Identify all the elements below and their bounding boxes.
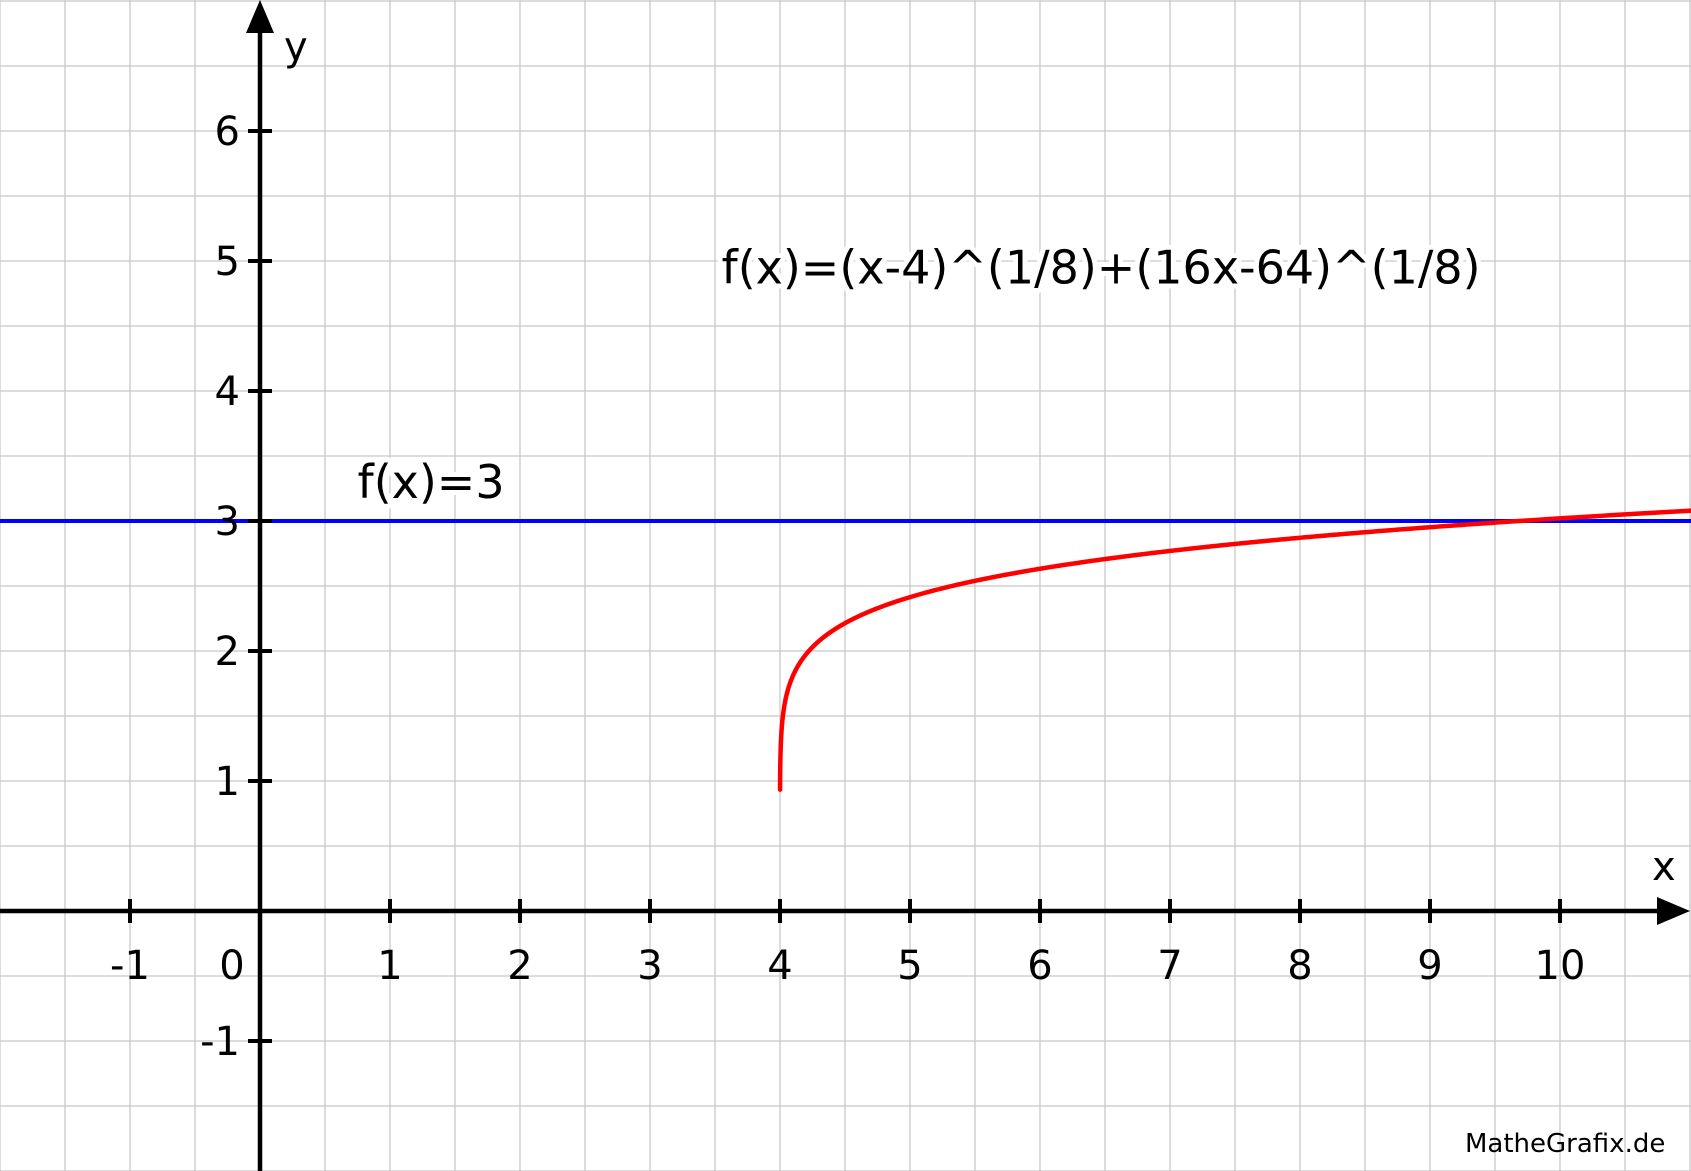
y-tick-label: 2 (215, 629, 240, 675)
watermark: MatheGrafix.de (1465, 1129, 1665, 1159)
curves (0, 508, 1691, 792)
x-tick-label: 6 (1027, 943, 1052, 989)
annotation-label: f(x)=(x-4)^(1/8)+(16x-64)^(1/8) (722, 241, 1481, 295)
y-tick-label: 3 (215, 499, 240, 545)
y-tick-label: -1 (200, 1019, 240, 1065)
annotation-label: f(x)=3 (358, 455, 505, 509)
x-tick-label: -1 (110, 943, 150, 989)
annotations: f(x)=(x-4)^(1/8)+(16x-64)^(1/8) f(x)=3 (353, 236, 1486, 515)
x-tick-label: 5 (897, 943, 922, 989)
x-tick-label: 8 (1287, 943, 1312, 989)
x-tick-label: 0 (219, 943, 244, 989)
x-tick-label: 7 (1157, 943, 1182, 989)
y-tick-label: 4 (215, 369, 240, 415)
y-tick-label: 5 (215, 239, 240, 285)
x-tick-label: 3 (637, 943, 662, 989)
x-tick-label: 9 (1417, 943, 1442, 989)
y-axis-label: y (284, 24, 308, 70)
y-axis-arrow (246, 0, 274, 33)
x-tick-label: 4 (767, 943, 792, 989)
y-tick-label: 6 (215, 109, 240, 155)
y-tick-label: 1 (215, 759, 240, 805)
x-tick-label: 1 (377, 943, 402, 989)
series-line-curve (777, 508, 1691, 792)
x-tick-label: 2 (507, 943, 532, 989)
x-tick-label: 10 (1535, 943, 1586, 989)
x-axis-arrow (1657, 897, 1690, 925)
x-axis-label: x (1652, 844, 1676, 890)
tick-labels: -1 0 1 2 3 4 5 6 7 8 9 10 -1 1 2 3 4 5 6 (110, 109, 1585, 1065)
